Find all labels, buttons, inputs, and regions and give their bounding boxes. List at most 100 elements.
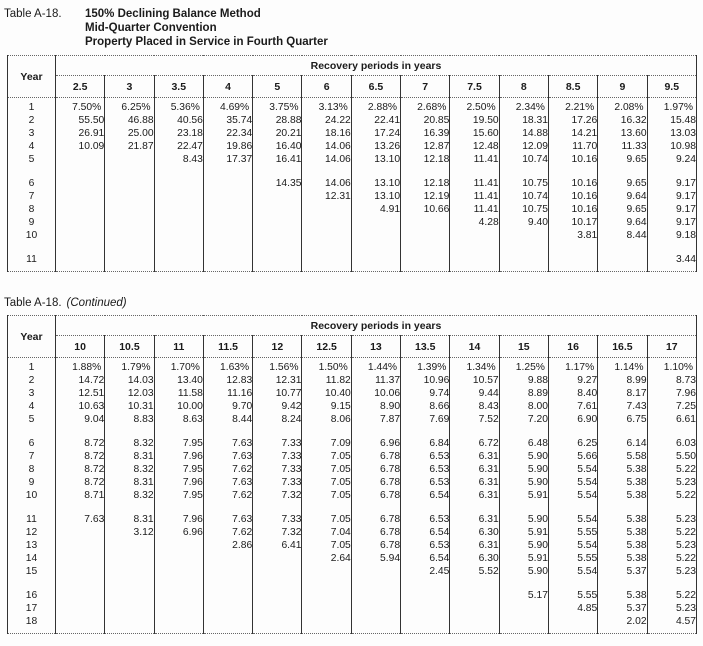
year-cell: 11 [7, 513, 56, 526]
value-cell [153, 589, 204, 602]
spacer-cell [400, 578, 450, 589]
spacer-cell [449, 166, 500, 177]
recovery-periods-header: Recovery periods in years [55, 55, 697, 76]
spacer-cell [153, 426, 204, 437]
value-cell: 6.53 [400, 463, 450, 476]
value-cell: 8.32 [104, 437, 155, 450]
spacer-cell [54, 242, 105, 253]
value-cell: 5.94 [350, 552, 401, 565]
value-cell: 9.24 [646, 153, 697, 166]
spacer-cell [301, 426, 352, 437]
value-cell: 5.23 [646, 565, 697, 578]
value-cell: 5.90 [498, 539, 549, 552]
column-header: 14 [449, 335, 500, 358]
column-header: 10 [54, 335, 105, 358]
value-cell: 5.50 [646, 450, 697, 463]
value-cell [153, 203, 204, 216]
value-cell [498, 615, 549, 634]
value-cell: 6.03 [646, 437, 697, 450]
value-cell: 7.63 [202, 450, 253, 463]
value-cell: 1.56% [252, 357, 302, 374]
table1-title-line-2: Mid-Quarter Convention [85, 22, 217, 34]
value-cell: 7.33 [252, 450, 302, 463]
value-cell: 11.41 [449, 153, 500, 166]
value-cell [498, 229, 549, 242]
value-cell: 6.78 [350, 526, 401, 539]
value-cell: 12.19 [400, 190, 450, 203]
value-cell: 1.34% [449, 357, 500, 374]
value-cell: 12.51 [54, 387, 105, 400]
table-row: 4 10.63 10.31 10.00 9.70 9.42 9.15 8.90 8.66 8.43… [7, 400, 697, 413]
value-cell [54, 526, 105, 539]
value-cell [498, 253, 549, 272]
spacer-cell [400, 426, 450, 437]
spacer-cell [104, 502, 155, 513]
value-cell [449, 615, 500, 634]
value-cell: 8.31 [104, 476, 155, 489]
value-cell: 55.50 [54, 114, 105, 127]
value-cell: 7.62 [202, 489, 253, 502]
value-cell: 22.34 [202, 127, 253, 140]
year-cell: 5 [7, 413, 56, 426]
value-cell: 6.25 [547, 437, 598, 450]
value-cell: 3.44 [646, 253, 697, 272]
depreciation-table-part2: Year Recovery periods in years 10 10.5 11 11.… [7, 315, 697, 634]
column-header: 3 [104, 75, 155, 98]
spacer-cell [646, 578, 697, 589]
value-cell: 5.55 [547, 526, 598, 539]
value-cell [153, 229, 204, 242]
year-cell: 12 [7, 526, 56, 539]
year-cell: 10 [7, 229, 56, 242]
value-cell: 6.78 [350, 539, 401, 552]
group-spacer-row [7, 166, 697, 177]
value-cell: 9.74 [400, 387, 450, 400]
value-cell: 4.28 [449, 216, 500, 229]
value-cell [400, 216, 450, 229]
value-cell [252, 253, 302, 272]
column-header: 16.5 [597, 335, 648, 358]
value-cell: 8.32 [104, 489, 155, 502]
value-cell [104, 216, 155, 229]
spacer-cell [449, 242, 500, 253]
value-cell: 2.21% [547, 97, 598, 114]
value-cell: 8.90 [350, 400, 401, 413]
table-row: 7 12.31 13.10 12.19 11.41 10.74 10.16 9.64 9.17 [7, 190, 697, 203]
value-cell: 7.05 [301, 463, 352, 476]
value-cell: 12.18 [400, 177, 450, 190]
value-cell: 16.39 [400, 127, 450, 140]
value-cell: 6.78 [350, 513, 401, 526]
value-cell [54, 203, 105, 216]
value-cell [54, 602, 105, 615]
value-cell: 1.50% [301, 357, 352, 374]
table-row: 10 8.71 8.32 7.95 7.62 7.32 7.05 6.78 6.54 6.31 5.… [7, 489, 697, 502]
value-cell: 5.38 [597, 589, 648, 602]
spacer-cell [400, 502, 450, 513]
value-cell: 22.41 [350, 114, 401, 127]
year-cell: 4 [7, 140, 56, 153]
value-cell: 5.23 [646, 513, 697, 526]
spacer-cell [7, 242, 56, 253]
year-cell: 6 [7, 177, 56, 190]
spacer-cell [547, 166, 598, 177]
value-cell: 11.16 [202, 387, 253, 400]
column-header: 15 [498, 335, 549, 358]
value-cell: 6.90 [547, 413, 598, 426]
spacer-cell [153, 242, 204, 253]
value-cell [54, 565, 105, 578]
value-cell: 6.53 [400, 476, 450, 489]
value-cell: 4.91 [350, 203, 401, 216]
value-cell: 10.00 [153, 400, 204, 413]
value-cell [350, 229, 401, 242]
column-header: 6 [301, 75, 352, 98]
value-cell: 18.31 [498, 114, 549, 127]
value-cell: 12.03 [104, 387, 155, 400]
spacer-cell [252, 502, 302, 513]
value-cell [202, 229, 253, 242]
value-cell: 7.63 [54, 513, 105, 526]
value-cell: 11.58 [153, 387, 204, 400]
value-cell: 9.64 [597, 190, 648, 203]
spacer-cell [54, 502, 105, 513]
value-cell [153, 253, 204, 272]
value-cell: 2.34% [498, 97, 549, 114]
value-cell: 8.31 [104, 513, 155, 526]
